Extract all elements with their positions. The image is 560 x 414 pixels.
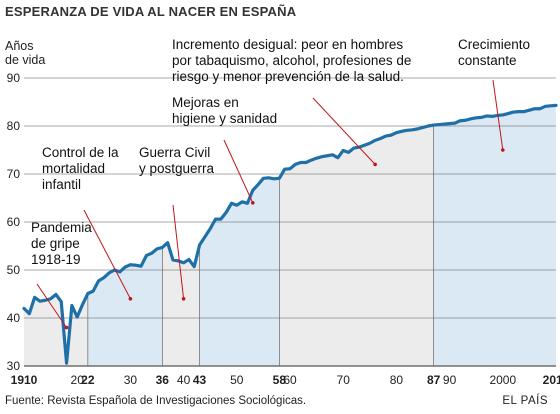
x-tick-2010: 2010 bbox=[543, 373, 560, 387]
annotation-text-line: higiene y sanidad bbox=[172, 111, 277, 126]
x-tick-80: 80 bbox=[390, 373, 404, 387]
annotation-text-line: mortalidad bbox=[42, 161, 105, 176]
period-area-4 bbox=[199, 177, 280, 366]
chart-title: ESPERANZA DE VIDA AL NACER EN ESPAÑA bbox=[5, 4, 297, 19]
source-note: Fuente: Revista Española de Investigacio… bbox=[5, 395, 307, 407]
x-tick-40: 40 bbox=[177, 373, 191, 387]
x-tick-60: 60 bbox=[283, 373, 297, 387]
x-tick-20: 20 bbox=[71, 373, 85, 387]
annotation-leader-line bbox=[83, 209, 131, 300]
y-tick-80: 80 bbox=[7, 119, 21, 133]
period-dividers bbox=[87, 125, 434, 366]
x-tick-90: 90 bbox=[443, 373, 457, 387]
x-tick-50: 50 bbox=[230, 373, 244, 387]
y-tick-40: 40 bbox=[7, 311, 21, 325]
annotation-text-line: y postguerra bbox=[139, 161, 215, 176]
y-axis-ticks: 30 40 50 60 70 80 90 bbox=[7, 71, 21, 373]
annotation-text-line: Incremento desigual: peor en hombres bbox=[172, 37, 403, 52]
annotation-point bbox=[181, 297, 186, 301]
annotation-text-line: por tabaquismo, alcohol, profesiones de bbox=[172, 53, 411, 68]
annotation-point bbox=[501, 148, 505, 152]
annotation-text-line: constante bbox=[458, 53, 517, 68]
y-tick-30: 30 bbox=[7, 359, 21, 373]
y-tick-60: 60 bbox=[7, 215, 21, 229]
annotation-text-line: infantil bbox=[42, 177, 81, 192]
annotation-point bbox=[373, 162, 377, 167]
annotation-text-line: de gripe bbox=[31, 236, 80, 251]
y-axis-label-line: de vida bbox=[5, 53, 45, 67]
annotation-leader-line bbox=[172, 204, 185, 299]
x-tick-70: 70 bbox=[337, 373, 351, 387]
period-area-3 bbox=[162, 242, 200, 366]
x-tick-2000: 2000 bbox=[489, 373, 516, 387]
annotation-text-line: Crecimiento bbox=[458, 37, 530, 52]
annotation-text-line: Pandemia bbox=[31, 220, 92, 235]
annotation-5: Incremento desigual: peor en hombrespor … bbox=[172, 37, 411, 167]
annotation-leader-line bbox=[223, 139, 254, 204]
brand-logo: EL PAÍS bbox=[502, 395, 548, 407]
annotation-leader-line bbox=[492, 79, 504, 151]
y-tick-50: 50 bbox=[7, 263, 21, 277]
y-axis-label-line: Años bbox=[5, 39, 34, 53]
annotation-point bbox=[250, 201, 255, 205]
annotation-point bbox=[128, 297, 133, 301]
x-tick-1910: 1910 bbox=[11, 373, 38, 387]
x-tick-30: 30 bbox=[124, 373, 138, 387]
period-area-5 bbox=[279, 125, 434, 366]
annotation-leader-line bbox=[36, 283, 67, 328]
annotation-text-line: Guerra Civil bbox=[139, 145, 210, 160]
x-tick-58: 58 bbox=[273, 373, 287, 387]
annotation-text-line: 1918-19 bbox=[31, 252, 81, 267]
life-expectancy-line bbox=[22, 103, 558, 365]
annotation-text-line: Control de la bbox=[42, 145, 119, 160]
x-tick-22: 22 bbox=[81, 373, 95, 387]
period-areas bbox=[24, 105, 556, 367]
annotation-text-line: riesgo y menor prevención de la salud. bbox=[172, 69, 404, 84]
annotation-leader-line bbox=[312, 97, 376, 165]
period-area-6 bbox=[433, 105, 556, 367]
y-tick-70: 70 bbox=[7, 167, 21, 181]
x-tick-87: 87 bbox=[427, 373, 441, 387]
annotation-text-line: Mejoras en bbox=[172, 95, 239, 110]
annotation-point bbox=[64, 325, 69, 330]
x-tick-36: 36 bbox=[156, 373, 170, 387]
y-tick-90: 90 bbox=[7, 71, 21, 85]
x-tick-43: 43 bbox=[193, 373, 207, 387]
period-area-2 bbox=[87, 247, 163, 366]
